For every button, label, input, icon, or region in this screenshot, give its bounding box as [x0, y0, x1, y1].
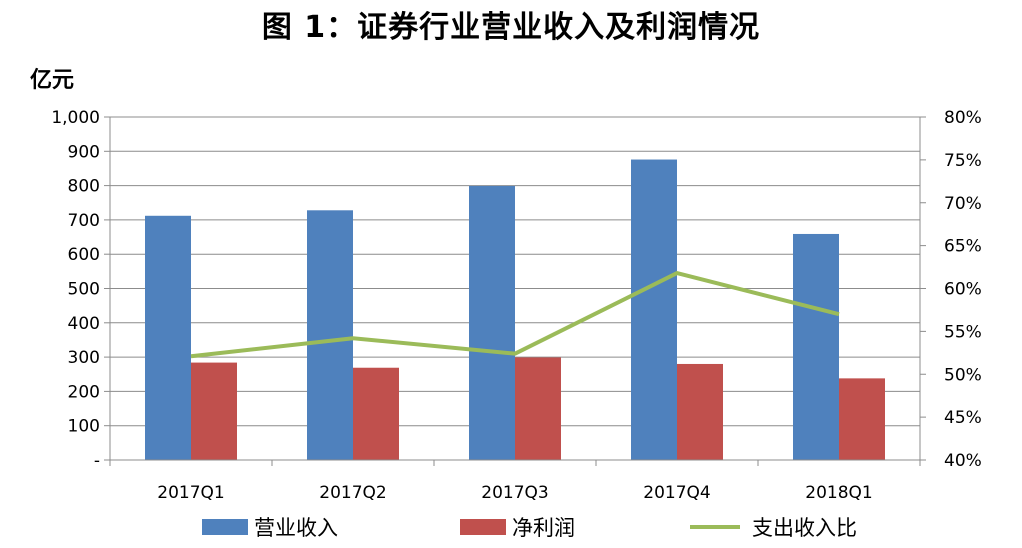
y2-tick-label: 70% [944, 194, 982, 214]
x-tick-label: 2017Q3 [481, 483, 548, 503]
legend-item-expense-ratio: 支出收入比 [690, 512, 857, 542]
y2-tick-label: 50% [944, 365, 982, 385]
y-tick-label: 900 [68, 142, 100, 162]
y-tick-label: 300 [68, 348, 100, 368]
y-axis-unit-label: 亿元 [30, 68, 75, 93]
y2-tick-label: 65% [944, 237, 982, 257]
y2-tick-label: 80% [944, 108, 982, 128]
x-tick-label: 2017Q4 [643, 483, 710, 503]
y2-tick-label: 75% [944, 151, 982, 171]
bar-revenue [145, 215, 191, 460]
y2-tick-label: 45% [944, 408, 982, 428]
axes [104, 116, 926, 466]
y-tick-label: 1,000 [51, 108, 100, 128]
bar-revenue [631, 159, 677, 461]
y-tick-label: 200 [68, 382, 100, 402]
y-tick-label: 700 [68, 211, 100, 231]
y-tick-label: 100 [68, 417, 100, 437]
bar-net-profit [515, 357, 561, 460]
bars [145, 159, 885, 461]
bar-net-profit [677, 363, 723, 460]
y2-tick-label: 60% [944, 280, 982, 300]
bar-net-profit [353, 367, 399, 460]
bar-revenue [793, 233, 839, 460]
legend-item-net-profit: 净利润 [460, 512, 575, 542]
legend-label-revenue: 营业收入 [254, 516, 338, 540]
bar-net-profit [839, 378, 885, 460]
tick-labels: - 100 200 300 400 500 600 700 800 900 1,000 40% 45% 5… [51, 108, 981, 503]
x-tick-label: 2018Q1 [805, 483, 872, 503]
chart-plot: - 100 200 300 400 500 600 700 800 900 1,000 40% 45% 5… [51, 108, 981, 503]
bar-revenue [307, 210, 353, 460]
y-tick-label: 500 [68, 280, 100, 300]
line-series [190, 271, 840, 359]
y-tick-label: 800 [68, 177, 100, 197]
x-tick-label: 2017Q1 [157, 483, 224, 503]
legend-swatch-expense-ratio [690, 525, 740, 529]
bar-net-profit [191, 362, 237, 460]
legend-swatch-revenue [202, 519, 248, 535]
y2-tick-label: 40% [944, 451, 982, 471]
y-tick-label: - [94, 451, 100, 471]
y2-tick-label: 55% [944, 322, 982, 342]
y-tick-label: 600 [68, 245, 100, 265]
legend-label-net-profit: 净利润 [512, 516, 575, 540]
legend-swatch-net-profit [460, 519, 506, 535]
chart-title: 图 1：证券行业营业收入及利润情况 [261, 10, 761, 45]
legend-label-expense-ratio: 支出收入比 [752, 516, 857, 540]
legend-item-revenue: 营业收入 [202, 512, 338, 542]
x-tick-label: 2017Q2 [319, 483, 386, 503]
bar-revenue [469, 185, 515, 460]
y-tick-label: 400 [68, 314, 100, 334]
